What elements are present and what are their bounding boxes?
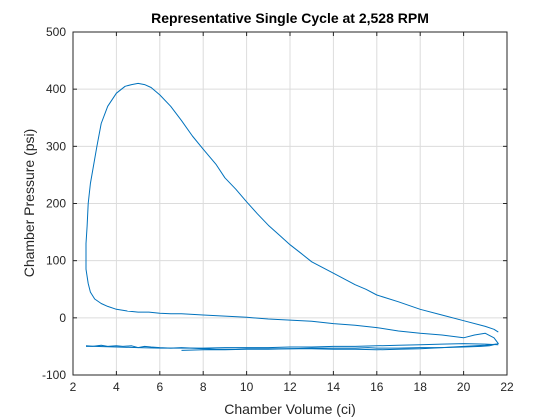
x-tick-label: 10 — [240, 380, 254, 394]
x-tick-label: 12 — [283, 380, 297, 394]
x-tick-label: 2 — [70, 380, 77, 394]
x-tick-label: 22 — [500, 380, 514, 394]
x-tick-label: 16 — [370, 380, 384, 394]
x-tick-label: 8 — [200, 380, 207, 394]
y-tick-label: 200 — [46, 197, 66, 211]
x-axis-label: Chamber Volume (ci) — [224, 401, 356, 417]
y-tick-label: -100 — [42, 368, 66, 382]
y-axis-label: Chamber Pressure (psi) — [21, 129, 37, 278]
series-line-3 — [85, 343, 499, 349]
x-tick-label: 14 — [327, 380, 341, 394]
y-tick-label: 500 — [46, 25, 66, 39]
x-tick-label: 4 — [113, 380, 120, 394]
y-tick-label: 100 — [46, 254, 66, 268]
series-line-2 — [100, 82, 499, 333]
data-layer — [85, 82, 499, 351]
tick-label-layer: 2 4 6 8 10 12 14 16 18 20 22 -100 0 100 200 300 400 500 — [42, 25, 514, 394]
axes-layer — [72, 31, 508, 376]
x-tick-label: 18 — [414, 380, 428, 394]
y-tick-label: 400 — [46, 82, 66, 96]
y-tick-label: 300 — [46, 139, 66, 153]
x-tick-label: 6 — [156, 380, 163, 394]
y-tick-label: 0 — [59, 311, 66, 325]
series-line-4 — [181, 343, 497, 351]
x-tick-label: 20 — [457, 380, 471, 394]
chart-title: Representative Single Cycle at 2,528 RPM — [151, 10, 429, 26]
